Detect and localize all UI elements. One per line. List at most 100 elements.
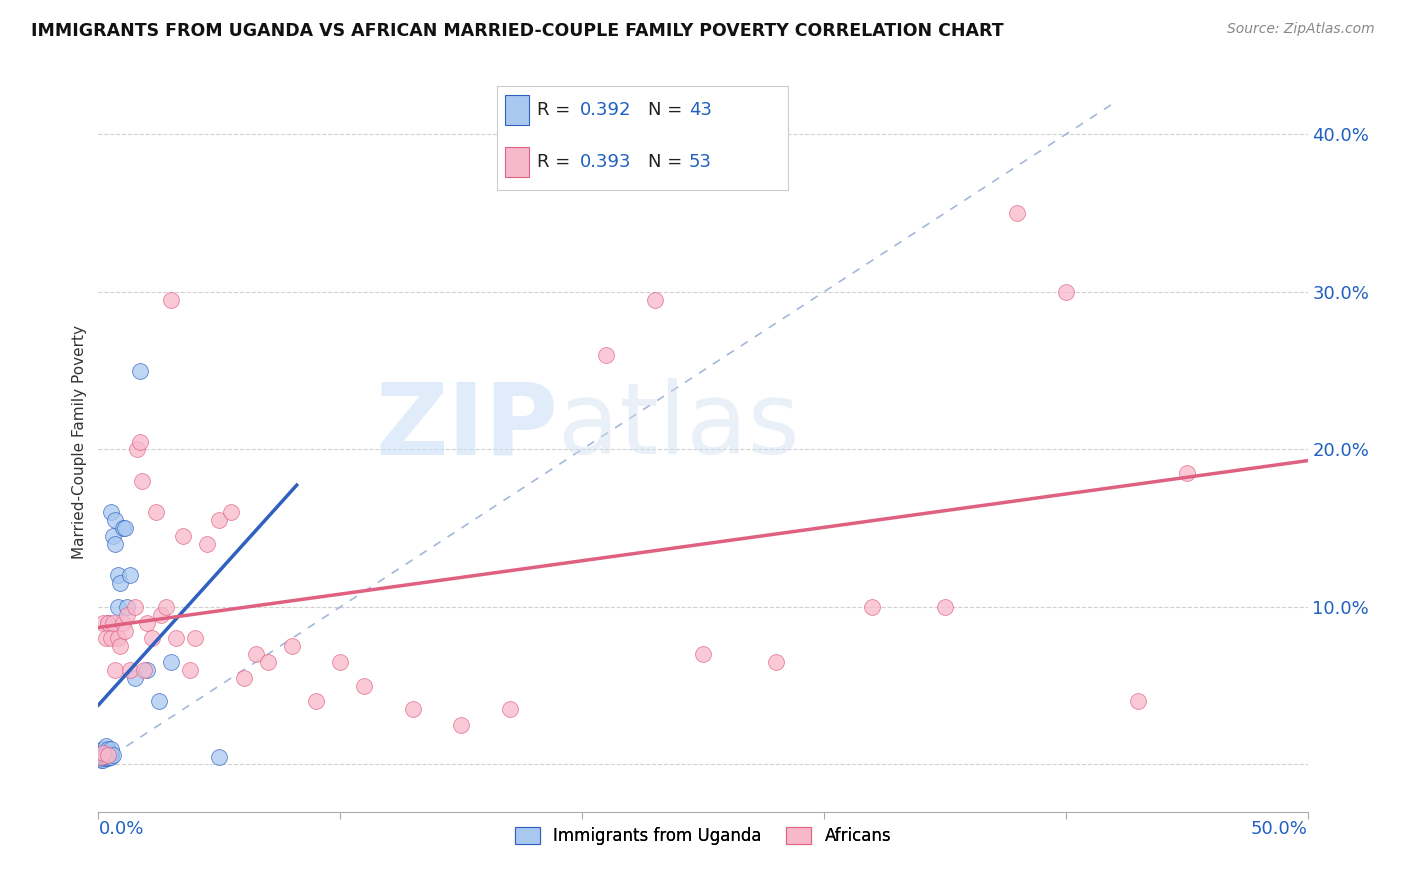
Point (101, 529, 124, 543)
Point (91, 615, 114, 630)
Point (91, 745, 114, 759)
Point (118, 568, 141, 582)
Point (184, 632, 207, 646)
Point (100, 749, 122, 764)
Point (860, 599, 883, 614)
Point (141, 632, 163, 646)
Point (91, 747, 114, 761)
Point (97, 615, 120, 630)
Point (97, 751, 120, 765)
Point (595, 348, 617, 362)
Point (100, 632, 122, 646)
Point (128, 434, 150, 449)
Point (94, 751, 117, 765)
Point (498, 702, 520, 716)
Point (108, 576, 131, 591)
Text: 50.0%: 50.0% (1251, 820, 1308, 838)
Point (281, 640, 304, 654)
Point (1054, 285, 1077, 299)
Text: 0.0%: 0.0% (98, 820, 143, 838)
Point (134, 663, 156, 677)
Point (101, 747, 124, 762)
Point (172, 529, 194, 543)
Point (87, 751, 110, 765)
Point (1007, 206, 1029, 220)
Point (90, 749, 112, 764)
Point (94, 749, 117, 764)
Point (765, 655, 787, 669)
Point (195, 537, 218, 551)
Point (94, 739, 117, 753)
Point (97, 749, 120, 764)
Point (117, 607, 139, 622)
Point (165, 632, 187, 646)
Point (160, 293, 183, 307)
Point (1128, 694, 1150, 708)
Point (131, 474, 153, 488)
Text: IMMIGRANTS FROM UGANDA VS AFRICAN MARRIED-COUPLE FAMILY POVERTY CORRELATION CHAR: IMMIGRANTS FROM UGANDA VS AFRICAN MARRIE… (31, 22, 1004, 40)
Point (179, 663, 201, 677)
Point (97, 747, 120, 762)
Point (934, 599, 956, 614)
Point (91, 747, 114, 762)
Point (91, 751, 114, 765)
Point (90, 747, 112, 761)
Point (150, 607, 173, 622)
Point (114, 521, 136, 535)
Text: atlas: atlas (558, 378, 800, 475)
Point (118, 663, 141, 677)
Point (160, 655, 183, 669)
Y-axis label: Married-Couple Family Poverty: Married-Couple Family Poverty (72, 325, 87, 558)
Point (256, 655, 278, 669)
Point (232, 671, 254, 685)
Point (135, 663, 157, 677)
Text: Source: ZipAtlas.com: Source: ZipAtlas.com (1227, 22, 1375, 37)
Point (148, 694, 170, 708)
Point (107, 568, 129, 582)
Point (644, 293, 666, 307)
Point (329, 655, 352, 669)
Point (692, 647, 714, 661)
Point (107, 599, 129, 614)
Point (94, 747, 117, 762)
Point (114, 624, 136, 638)
Point (402, 702, 425, 716)
Point (100, 747, 122, 761)
Point (155, 599, 177, 614)
Point (100, 505, 122, 519)
Point (90, 749, 112, 764)
Point (108, 640, 131, 654)
Point (90, 743, 112, 757)
Point (128, 364, 150, 378)
Point (94, 747, 117, 761)
Point (208, 513, 231, 527)
Point (104, 513, 127, 527)
Point (353, 679, 375, 693)
Point (117, 599, 139, 614)
Point (101, 615, 124, 630)
Point (97, 615, 120, 630)
Point (305, 694, 328, 708)
Point (91, 741, 114, 756)
Point (450, 718, 472, 732)
Point (97, 747, 120, 761)
Point (245, 647, 267, 661)
Legend: Immigrants from Uganda, Africans: Immigrants from Uganda, Africans (508, 820, 898, 852)
Point (111, 521, 134, 535)
Point (90, 753, 112, 767)
Point (127, 442, 149, 457)
Point (104, 537, 127, 551)
Point (104, 663, 127, 677)
Point (107, 632, 129, 646)
Point (221, 505, 243, 519)
Point (91, 747, 114, 761)
Point (91, 749, 114, 764)
Text: ZIP: ZIP (375, 378, 558, 475)
Point (145, 505, 167, 519)
Point (100, 741, 122, 756)
Point (91, 753, 114, 767)
Point (97, 741, 120, 756)
Point (124, 599, 146, 614)
Point (94, 632, 117, 646)
Point (111, 615, 134, 630)
